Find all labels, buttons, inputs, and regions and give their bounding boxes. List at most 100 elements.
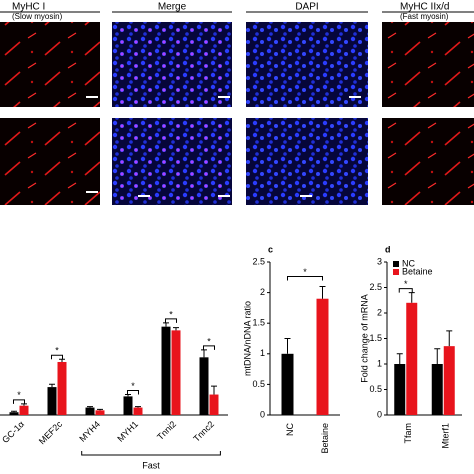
panel-title: DAPI xyxy=(295,2,318,13)
bar xyxy=(171,330,181,415)
error-bar xyxy=(87,406,93,408)
group-bracket xyxy=(81,451,221,456)
significance-label: * xyxy=(404,279,408,289)
y-axis-label: mtDNA/nDNA ratio xyxy=(242,301,252,376)
significance-bracket xyxy=(287,275,323,281)
x-tick-label: NC xyxy=(285,423,295,436)
error-bar xyxy=(446,330,453,347)
bar xyxy=(19,405,29,415)
micrograph xyxy=(382,118,474,205)
panel-label: c xyxy=(268,244,273,254)
x-tick-label: Mterf1 xyxy=(441,423,451,449)
error-bar xyxy=(173,327,179,331)
significance-label: * xyxy=(303,267,307,277)
bar xyxy=(9,412,19,415)
y-tick-label: 1 xyxy=(377,358,382,368)
significance-label: * xyxy=(207,336,211,346)
error-bar xyxy=(284,338,291,354)
panel-title: MyHC IIx/d xyxy=(400,2,449,13)
significance-label: * xyxy=(169,309,173,319)
significance-bracket xyxy=(13,399,25,404)
y-tick-label: 3 xyxy=(377,256,382,266)
micrograph xyxy=(112,22,232,107)
micrograph xyxy=(382,22,474,107)
error-bar xyxy=(97,408,103,411)
bar xyxy=(133,407,143,415)
error-bar xyxy=(59,358,65,362)
significance-bracket xyxy=(127,390,139,395)
panel-headers: MyHC I (Slow myosin) Merge DAPI MyHC IIx… xyxy=(0,2,474,21)
error-bar xyxy=(396,353,403,364)
y-tick-label: 2.5 xyxy=(369,282,382,292)
bar xyxy=(209,394,219,415)
panel-subtitle: (Fast myosin) xyxy=(400,12,449,21)
error-bar xyxy=(434,348,441,364)
error-bar xyxy=(201,349,207,358)
y-tick-label: 2 xyxy=(260,287,265,297)
legend-label: NC xyxy=(402,258,415,268)
micrograph xyxy=(0,118,100,205)
error-bar xyxy=(49,383,55,388)
error-bar xyxy=(11,410,17,413)
y-tick-label: 0 xyxy=(260,409,265,419)
micrograph xyxy=(246,118,368,205)
bar xyxy=(406,302,418,415)
bar xyxy=(281,353,294,415)
y-tick-label: 0.5 xyxy=(252,379,265,389)
error-bar xyxy=(135,406,141,408)
significance-label: * xyxy=(131,381,135,391)
bar xyxy=(199,357,209,415)
bar xyxy=(161,326,171,415)
significance-bracket xyxy=(51,354,63,360)
significance-label: * xyxy=(17,390,21,400)
bar xyxy=(443,346,455,415)
bar xyxy=(431,364,443,415)
y-tick-label: 0.5 xyxy=(369,384,382,394)
bar xyxy=(316,298,329,415)
panel-label: d xyxy=(385,244,391,254)
legend-label: Betaine xyxy=(402,266,433,276)
x-tick-label: MEF2c xyxy=(37,419,65,447)
legend-swatch xyxy=(393,269,399,275)
micrograph xyxy=(246,22,368,107)
y-tick-label: 1 xyxy=(260,348,265,358)
x-tick-label: MYH1 xyxy=(115,419,140,444)
legend-swatch xyxy=(393,261,399,267)
micrographs xyxy=(0,22,474,205)
x-tick-label: GC-1α xyxy=(0,419,26,445)
bar xyxy=(47,387,57,415)
x-tick-label: MYH4 xyxy=(77,419,102,444)
significance-bracket xyxy=(203,345,215,350)
y-axis-label: Fold change of mRNA xyxy=(359,294,369,383)
x-tick-label: Betaine xyxy=(320,423,330,454)
bar xyxy=(394,364,406,415)
error-bar xyxy=(211,385,217,395)
scale-bars xyxy=(86,96,361,197)
y-tick-label: 0 xyxy=(377,409,382,419)
micrograph xyxy=(0,22,100,107)
error-bar xyxy=(408,292,415,303)
y-tick-label: 2 xyxy=(377,307,382,317)
panel-title: Merge xyxy=(158,2,187,13)
y-tick-label: 1.5 xyxy=(369,333,382,343)
error-bar xyxy=(21,403,27,406)
x-tick-label: Tfam xyxy=(403,423,413,444)
bar xyxy=(95,410,105,415)
y-tick-label: 2.5 xyxy=(252,256,265,266)
x-tick-label: Tnni2 xyxy=(155,419,178,442)
bar xyxy=(123,396,133,415)
error-bar xyxy=(319,285,326,299)
group-label: Fast xyxy=(142,460,160,470)
panel-subtitle: (Slow myosin) xyxy=(12,12,63,21)
micrograph xyxy=(112,118,232,205)
error-bar xyxy=(125,394,131,397)
error-bar xyxy=(163,322,169,327)
bar xyxy=(57,361,67,415)
y-tick-label: 1.5 xyxy=(252,318,265,328)
significance-bracket xyxy=(165,318,177,323)
x-tick-label: Tnnc2 xyxy=(191,419,216,444)
panel-title: MyHC I xyxy=(12,2,45,13)
significance-label: * xyxy=(55,346,59,356)
bar xyxy=(85,407,95,415)
